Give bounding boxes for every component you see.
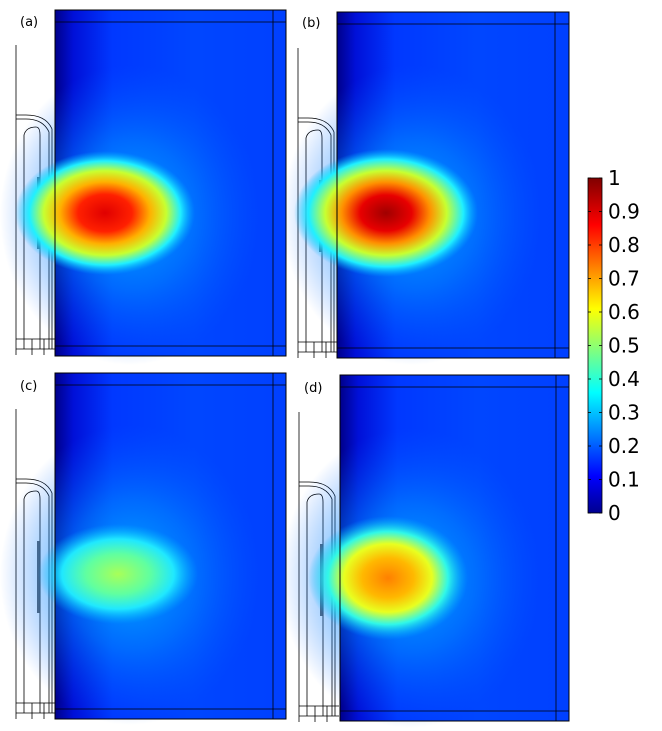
panel-c-label: (c) xyxy=(20,379,37,394)
panel-b-label: (b) xyxy=(302,16,320,31)
colorbar-tick-label: 0.2 xyxy=(608,434,640,458)
panel-c: (c) xyxy=(0,372,287,725)
panel-d-label: (d) xyxy=(304,381,322,396)
colorbar: 0 0.1 0.2 0.3 0.4 0.5 0.6 0.7 0.8 0.9 1 xyxy=(587,166,640,525)
colorbar-tick-label: 0.6 xyxy=(608,300,640,324)
colorbar-tick-label: 0.3 xyxy=(608,401,640,425)
colorbar-tick-label: 0 xyxy=(608,501,621,525)
colorbar-ticks: 0 0.1 0.2 0.3 0.4 0.5 0.6 0.7 0.8 0.9 1 xyxy=(588,166,640,525)
colorbar-tick-label: 0.4 xyxy=(608,367,640,391)
colorbar-tick-label: 0.5 xyxy=(608,334,640,358)
colorbar-tick-label: 0.1 xyxy=(608,468,640,492)
colorbar-tick-label: 0.9 xyxy=(608,200,640,224)
colorbar-tick-label: 0.7 xyxy=(608,267,640,291)
panel-a-label: (a) xyxy=(20,15,38,30)
panel-a: (a) xyxy=(0,9,287,365)
colorbar-tick-label: 0.8 xyxy=(608,233,640,257)
panel-d: (d) xyxy=(280,374,570,728)
panel-b: (b) xyxy=(282,11,570,365)
colorbar-tick-label: 1 xyxy=(608,166,621,190)
